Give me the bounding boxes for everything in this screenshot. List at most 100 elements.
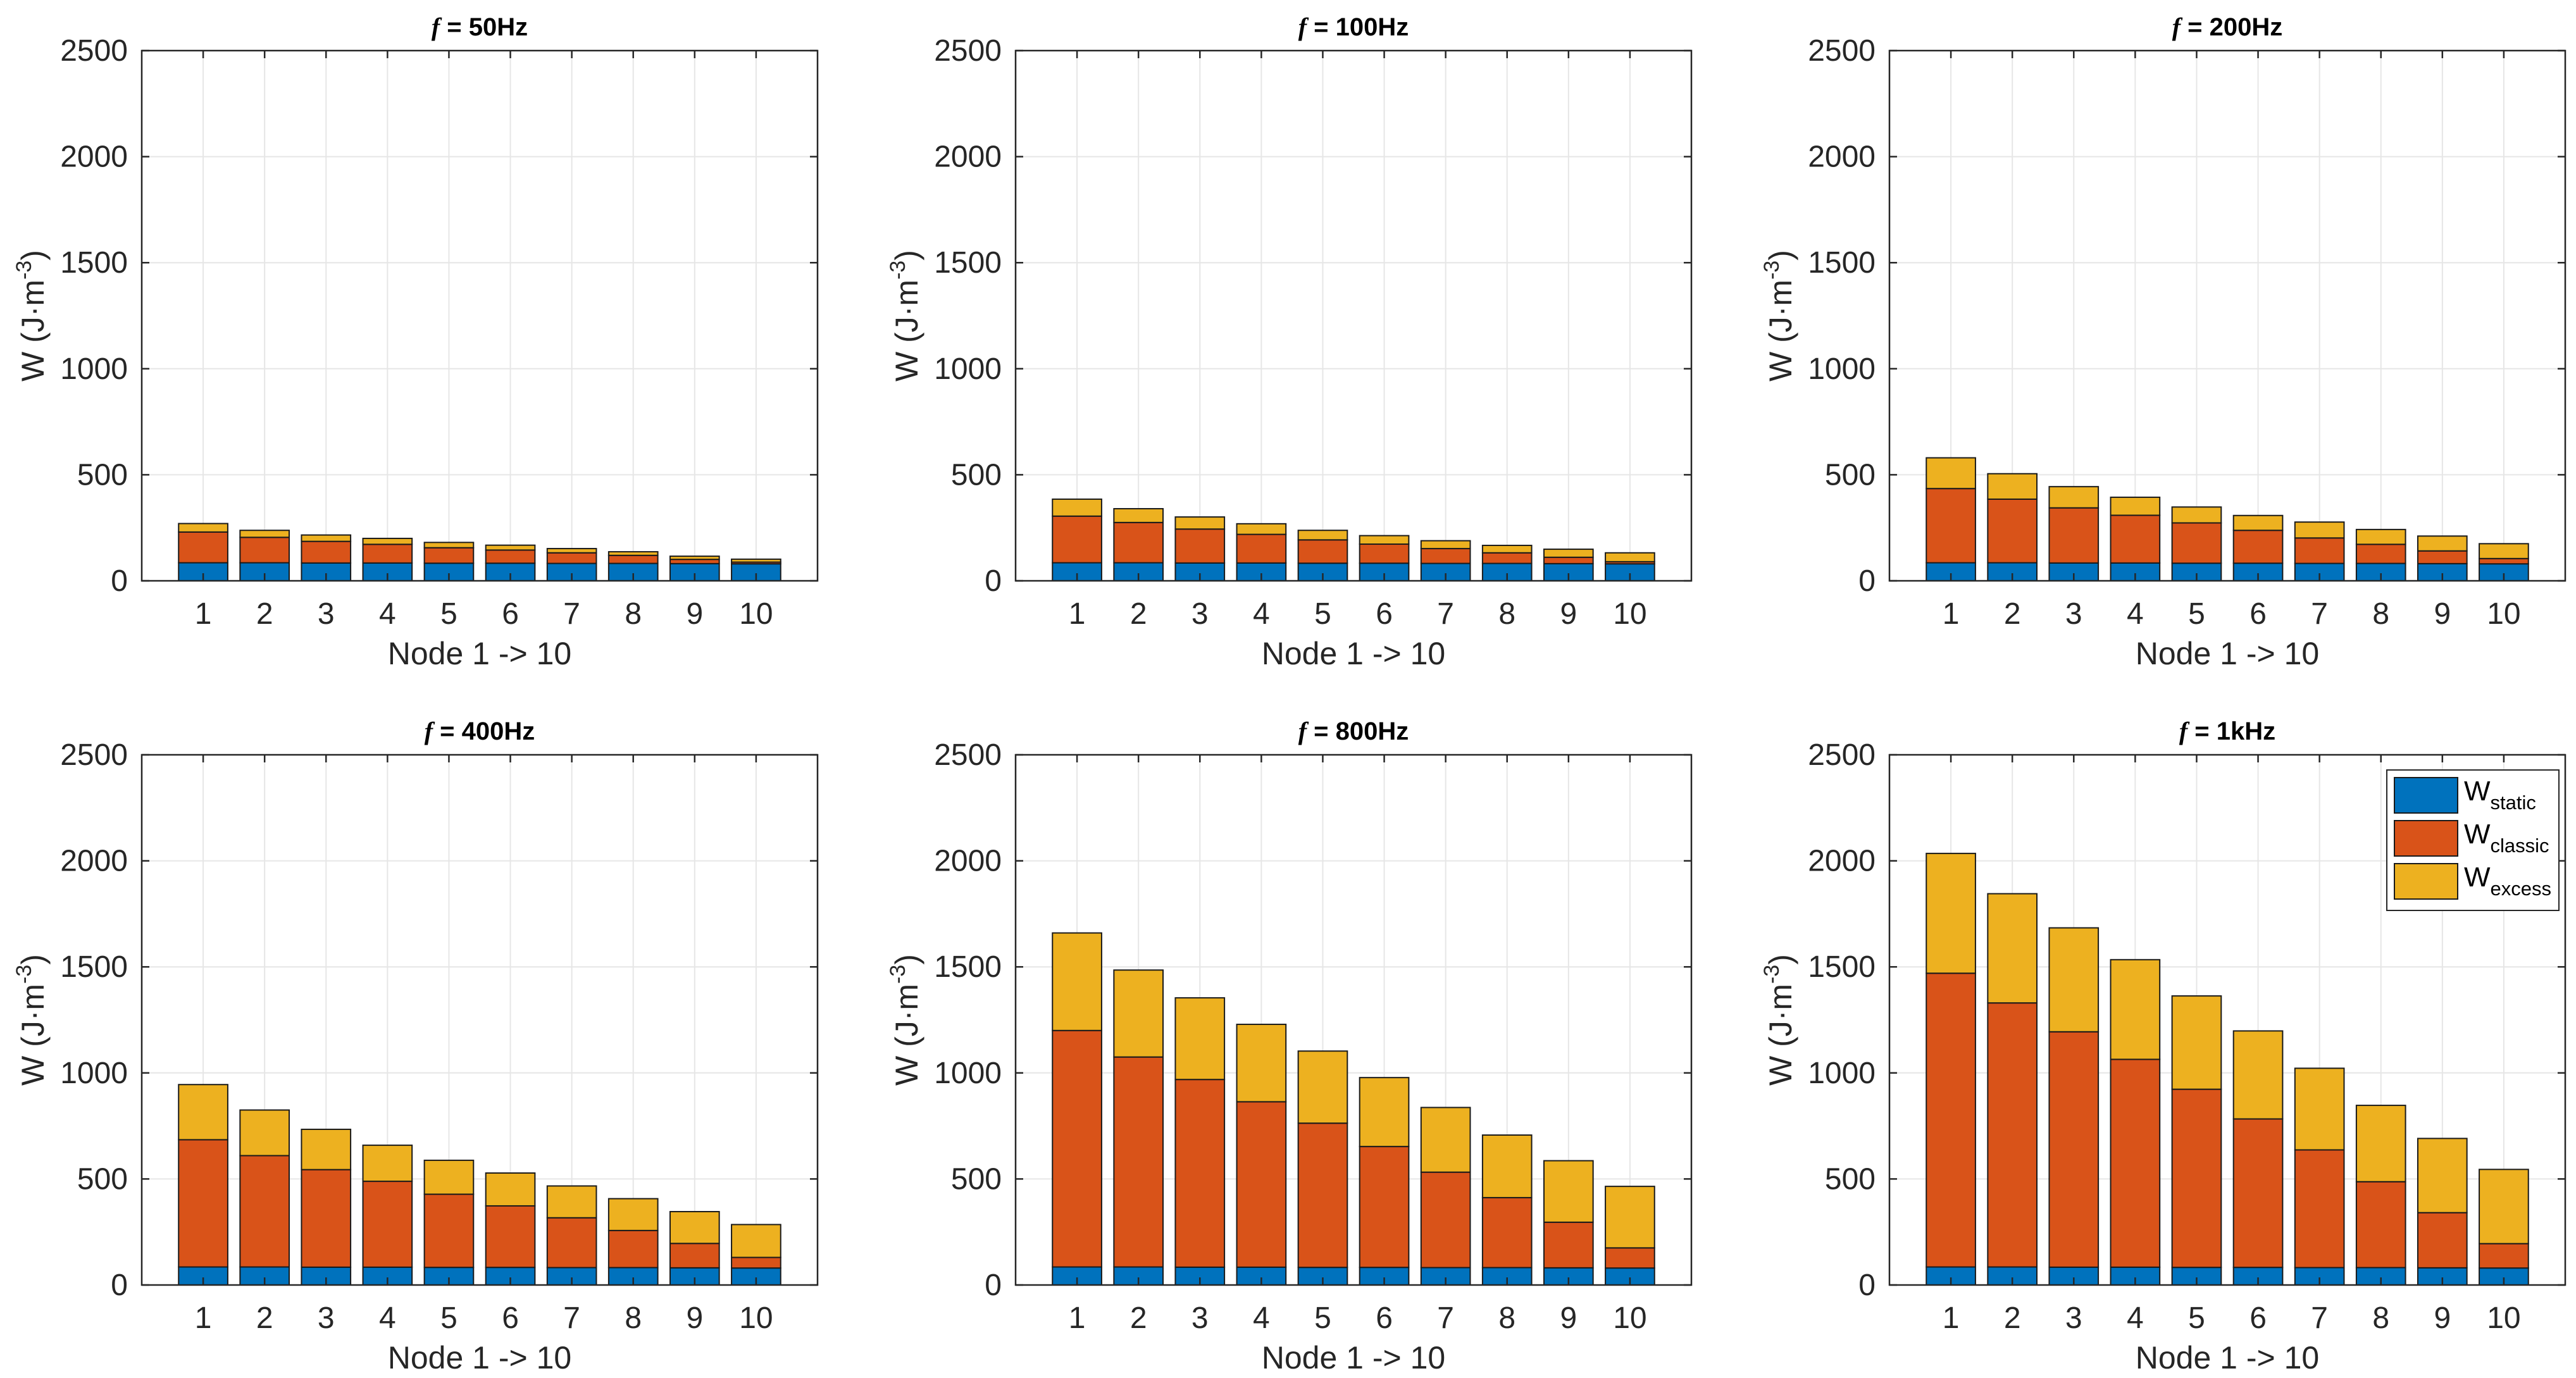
y-tick-label: 1500: [934, 950, 1002, 984]
title-symbol: f: [432, 13, 442, 41]
bar-excess: [1420, 540, 1471, 550]
y-tick-label: 0: [1858, 1269, 1876, 1302]
title-symbol: f: [2179, 717, 2190, 745]
bar-classic: [2048, 507, 2100, 564]
x-tick-label: 2: [1130, 1301, 1147, 1335]
title-symbol: f: [1298, 717, 1309, 745]
subplot-3: 0 500 1000 1500 2000 2500 1 2 3 4 5 6 7 8 9 10 f = 200Hz…: [1760, 13, 2567, 671]
bar-excess: [2479, 1169, 2529, 1245]
x-tick-label: 9: [2434, 597, 2451, 631]
bar-classic: [2110, 514, 2161, 564]
bar-classic: [239, 537, 290, 564]
x-tick-label: 7: [2311, 1301, 2328, 1335]
legend-label-base: W: [2464, 862, 2491, 893]
bar-classic: [2171, 522, 2222, 564]
y-label-superscript: -3: [886, 261, 910, 280]
x-tick-label: 2: [256, 597, 273, 631]
y-axis-label: W (J·m-3): [886, 954, 924, 1086]
bar-excess: [1236, 523, 1287, 535]
bar-classic: [1359, 543, 1410, 564]
bar-excess: [423, 1159, 475, 1195]
title-text: = 800Hz: [1307, 717, 1409, 745]
bar-classic: [1926, 488, 1976, 564]
x-tick-label: 8: [1498, 597, 1515, 631]
y-tick-label: 2000: [1808, 845, 1876, 878]
x-tick-label: 6: [1376, 597, 1393, 631]
bar-classic: [2479, 1243, 2529, 1269]
x-axis-label: Node 1 -> 10: [388, 1340, 571, 1375]
bar-classic: [1926, 972, 1976, 1268]
bar-excess: [1359, 1077, 1410, 1148]
legend-label-classic: Wclassic: [2464, 819, 2549, 857]
bar-excess: [1113, 969, 1164, 1058]
bar-classic: [1420, 548, 1471, 564]
bar-excess: [1174, 516, 1226, 530]
bar-excess: [1174, 997, 1226, 1081]
bar-classic: [2048, 1031, 2100, 1268]
x-tick-label: 7: [563, 1301, 580, 1335]
y-tick-label: 1500: [1808, 950, 1876, 984]
x-tick-label: 5: [1314, 1301, 1331, 1335]
x-tick-label: 2: [1130, 597, 1147, 631]
bar-excess: [1926, 852, 1976, 974]
bar-classic: [362, 543, 413, 564]
x-tick-label: 9: [686, 597, 703, 631]
y-tick-label: 2500: [1808, 738, 1876, 772]
y-tick-label: 0: [1858, 564, 1876, 598]
x-tick-label: 6: [502, 597, 519, 631]
bar-static: [1297, 562, 1348, 582]
bar-static: [1481, 1267, 1533, 1286]
chart-title: f = 200Hz: [2172, 13, 2283, 41]
bar-classic: [1174, 1079, 1226, 1268]
bar-excess: [1297, 1050, 1348, 1124]
bar-excess: [239, 1109, 290, 1157]
x-tick-label: 1: [1069, 1301, 1086, 1335]
x-tick-label: 7: [1437, 597, 1454, 631]
x-axis-label: Node 1 -> 10: [1262, 636, 1445, 671]
y-label-superscript: -3: [1760, 261, 1784, 280]
x-tick-label: 5: [1314, 597, 1331, 631]
legend-label-excess: Wexcess: [2464, 862, 2551, 900]
bar-classic: [1236, 533, 1287, 564]
y-tick-label: 2500: [1808, 34, 1876, 68]
y-tick-label: 2000: [1808, 140, 1876, 174]
y-label-close: ): [1763, 250, 1798, 261]
x-tick-label: 3: [2065, 1301, 2082, 1335]
y-tick-label: 500: [951, 458, 1002, 492]
x-tick-label: 10: [739, 597, 773, 631]
y-tick-label: 1000: [60, 352, 128, 386]
x-axis-label: Node 1 -> 10: [2136, 636, 2319, 671]
y-tick-label: 2500: [60, 34, 128, 68]
bar-excess: [2232, 1030, 2284, 1120]
bar-classic: [485, 549, 536, 564]
y-label-close: ): [889, 954, 924, 965]
x-tick-label: 8: [625, 1301, 642, 1335]
y-label-superscript: -3: [1760, 965, 1784, 984]
x-tick-label: 3: [318, 597, 335, 631]
x-tick-label: 4: [379, 1301, 396, 1335]
bar-excess: [1052, 932, 1102, 1031]
bar-excess: [1926, 457, 1976, 490]
y-label-superscript: -3: [886, 965, 910, 984]
bar-excess: [178, 1084, 228, 1141]
y-tick-label: 0: [111, 564, 128, 598]
bar-classic: [669, 559, 720, 564]
bar-excess: [1543, 549, 1594, 558]
bar-excess: [2417, 1138, 2468, 1214]
y-label-close: ): [889, 250, 924, 261]
y-tick-label: 2500: [60, 738, 128, 772]
y-tick-label: 2000: [934, 140, 1002, 174]
x-tick-label: 9: [2434, 1301, 2451, 1335]
bar-classic: [1481, 552, 1533, 564]
bar-excess: [2048, 486, 2100, 509]
x-axis-label: Node 1 -> 10: [388, 636, 571, 671]
y-tick-label: 2000: [934, 845, 1002, 878]
x-tick-label: 3: [318, 1301, 335, 1335]
bar-excess: [1297, 530, 1348, 541]
bar-classic: [1359, 1146, 1410, 1269]
y-tick-label: 500: [1825, 458, 1876, 492]
y-tick-label: 1500: [60, 246, 128, 280]
bar-classic: [2171, 1088, 2222, 1269]
bar-excess: [2110, 496, 2161, 516]
